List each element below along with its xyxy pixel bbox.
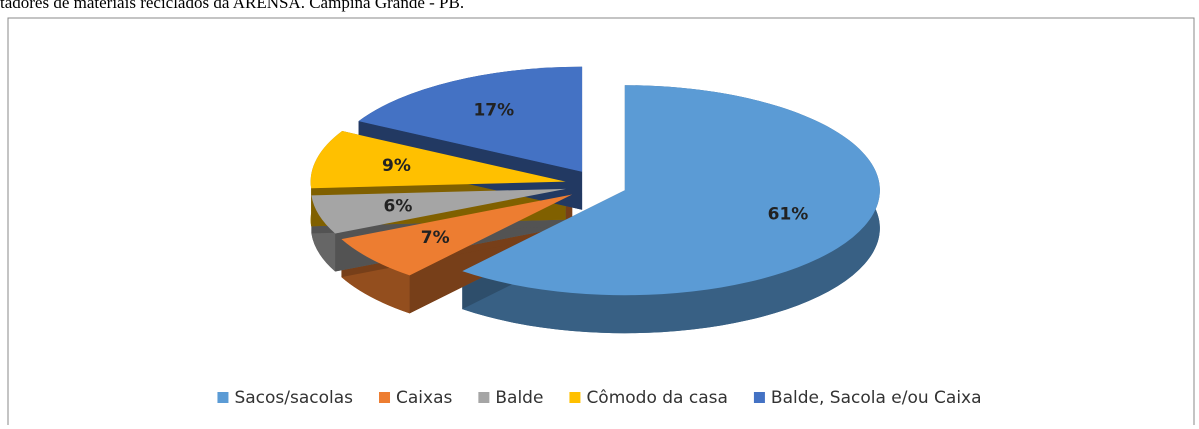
legend-label: Balde (495, 388, 543, 408)
legend-swatch (217, 392, 229, 403)
legend-label: Balde, Sacola e/ou Caixa (771, 388, 982, 408)
caption: tadores de materiais reciclados da ARENS… (0, 0, 464, 12)
slice-labels: 61% 7% 6% 9% 17% (382, 100, 808, 248)
slice-wall (462, 85, 880, 334)
slice-tops (310, 66, 880, 296)
legend-swatch (478, 392, 490, 403)
slice (358, 66, 583, 172)
slice (311, 188, 566, 234)
legend: Sacos/sacolas Caixas Balde Cômodo da casa Ba… (217, 388, 982, 408)
slice (310, 131, 566, 189)
slice (462, 85, 880, 296)
legend-swatch (753, 392, 765, 403)
value-label: 6% (384, 197, 413, 217)
chart-border (7, 17, 1195, 429)
value-label: 9% (382, 156, 411, 176)
value-label: 61% (768, 204, 809, 224)
legend-swatch (569, 392, 581, 403)
legend-swatch (379, 392, 391, 403)
legend-label: Caixas (396, 388, 452, 408)
value-label: 7% (421, 228, 450, 248)
legend-label: Cômodo da casa (586, 388, 727, 408)
slice (341, 194, 573, 276)
legend-label: Sacos/sacolas (234, 388, 353, 408)
value-label: 17% (473, 100, 514, 120)
